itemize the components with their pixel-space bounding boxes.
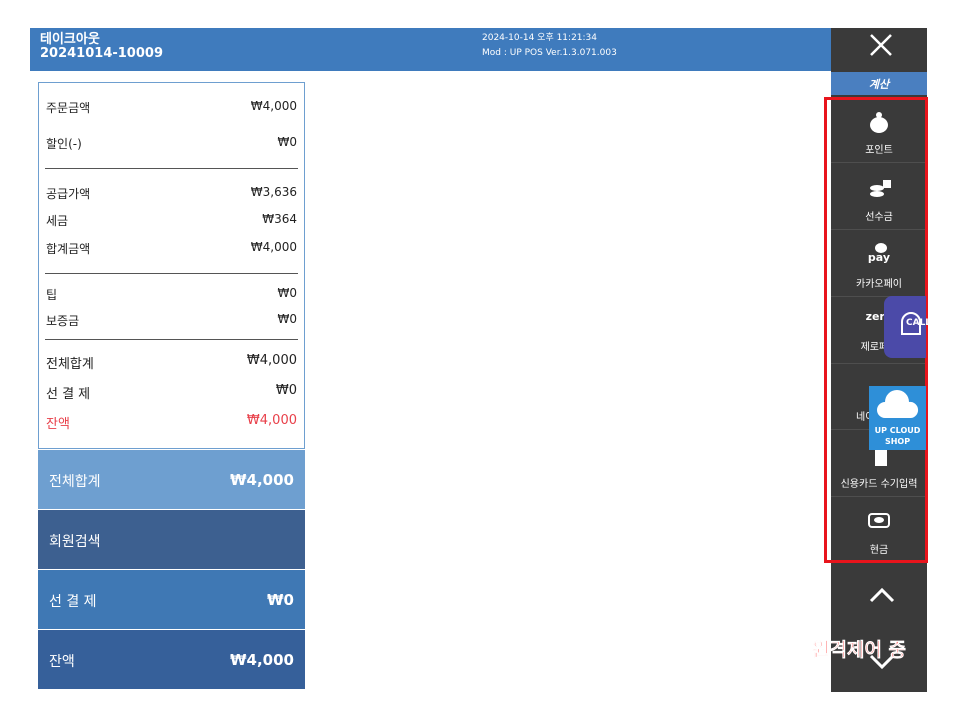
label: 회원검색 [49, 534, 101, 550]
label: 공급가액 [46, 187, 91, 201]
order-type: 테이크아웃 [40, 32, 100, 47]
item-label: 현금 [869, 545, 889, 556]
sidebar [831, 28, 927, 692]
label: 합계금액 [46, 242, 91, 256]
label: 할인(-) [46, 137, 82, 151]
label: 전체합계 [46, 357, 94, 372]
value: ₩4,000 [246, 413, 297, 428]
datetime: 2024-10-14 오후 11:21:34 [482, 33, 598, 43]
manual-card-item[interactable]: 신용카드 수기입력 [831, 431, 927, 497]
total-button[interactable]: 전체합계 ₩4,000 [38, 450, 305, 509]
divider [45, 339, 298, 340]
label: 잔액 [46, 417, 70, 432]
balance-button[interactable]: 잔액 ₩4,000 [38, 630, 305, 689]
value: ₩0 [277, 312, 298, 326]
cloud-text: SHOP [884, 437, 911, 446]
value: ₩0 [267, 591, 294, 609]
value: ₩0 [277, 135, 298, 149]
icon [868, 513, 890, 528]
cash-item[interactable]: 현금 [831, 497, 927, 563]
value: ₩0 [277, 286, 298, 300]
item-label: 제로페이 [860, 342, 898, 353]
label: 잔액 [49, 654, 75, 670]
item-label: 신용카드 수기입력 [840, 479, 918, 490]
section-text: 계산 [868, 78, 890, 91]
remote-control-status: 원격제어 중 [812, 639, 907, 662]
prepay-item[interactable]: 선수금 [831, 164, 927, 230]
top-bar: 테이크아웃 20241014-10009 2024-10-14 오후 11:21… [30, 28, 831, 71]
item-label: 카카오페이 [856, 279, 902, 290]
summary-panel: 주문금액 ₩4,000 할인(-) ₩0 공급가액 ₩3,636 세금 ₩364 합계금… [38, 82, 305, 449]
value: ₩4,000 [230, 651, 294, 669]
item-label: 선수금 [865, 212, 893, 223]
label: 세금 [46, 214, 69, 228]
value: ₩364 [262, 212, 297, 226]
order-number: 20241014-10009 [40, 46, 163, 61]
section-label: 계산 [831, 72, 927, 95]
icon [875, 448, 887, 466]
value: ₩4,000 [230, 471, 294, 489]
label: 선 결 제 [46, 387, 91, 402]
label: 전체합계 [49, 474, 101, 490]
icon [875, 243, 887, 253]
value: ₩4,000 [246, 353, 297, 368]
cloud-text: UP CLOUD [874, 426, 921, 435]
prepaid-button[interactable]: 선 결 제 ₩0 [38, 570, 305, 629]
value: ₩3,636 [250, 185, 297, 199]
divider [45, 168, 298, 169]
icon [870, 180, 891, 197]
payment-highlight [824, 97, 928, 563]
version: Mod : UP POS Ver.1.3.071.003 [482, 48, 617, 58]
cloud-shop-button[interactable]: UP CLOUD SHOP [869, 386, 926, 450]
label: 보증금 [46, 314, 80, 328]
value: ₩4,000 [250, 240, 297, 254]
label: 팁 [46, 288, 58, 302]
icon [870, 112, 888, 133]
close-button[interactable] [868, 32, 894, 58]
divider [45, 273, 298, 274]
point-item[interactable]: 포인트 [831, 97, 927, 163]
value: ₩0 [275, 383, 297, 398]
value: ₩4,000 [250, 99, 297, 113]
label: 선 결 제 [49, 594, 97, 610]
icon [877, 390, 919, 418]
call-button[interactable]: CALL [884, 296, 931, 358]
member-search-button[interactable]: 회원검색 [38, 510, 305, 569]
item-label: 포인트 [865, 145, 893, 156]
scroll-up[interactable] [868, 585, 896, 605]
kakaopay-item[interactable]: pay 카카오페이 [831, 231, 927, 297]
icon [901, 312, 921, 335]
label: 주문금액 [46, 101, 91, 115]
icon-text: pay [867, 251, 891, 264]
scroll-down[interactable] [868, 652, 896, 672]
call-text: CALL [906, 318, 932, 328]
